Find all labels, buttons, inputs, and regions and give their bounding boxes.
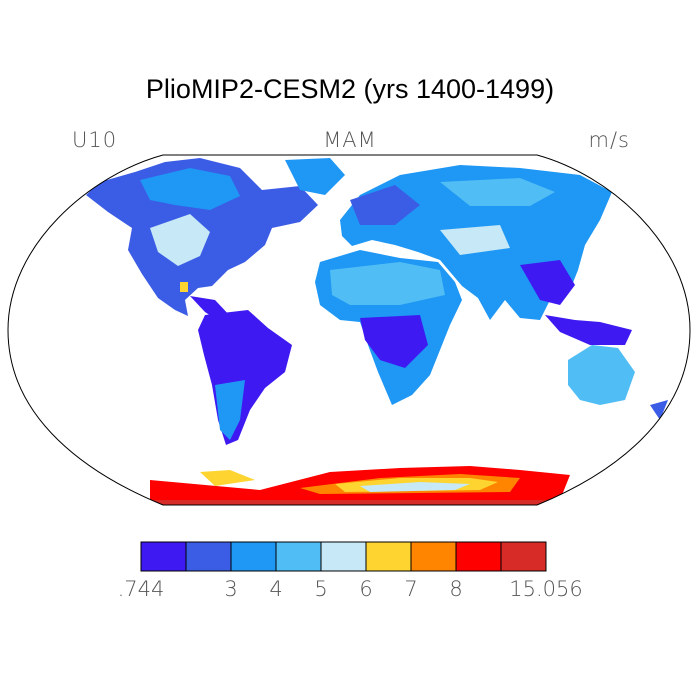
season-label: MAM bbox=[323, 128, 377, 152]
central-asia-light bbox=[440, 225, 510, 255]
canada-light bbox=[140, 168, 240, 210]
colorbar-bin-8 bbox=[500, 541, 547, 572]
variable-label: U10 bbox=[72, 128, 118, 152]
se-asia bbox=[520, 260, 575, 305]
colorbar-bin-3 bbox=[275, 541, 322, 572]
colorbar-bin-0 bbox=[140, 541, 187, 572]
central-africa bbox=[360, 315, 428, 368]
antarctica-light bbox=[360, 482, 470, 492]
colorbar-bin-5 bbox=[365, 541, 412, 572]
colorbar-tick-7: 15.056 bbox=[509, 577, 583, 601]
colorbar-bin-7 bbox=[455, 541, 502, 572]
patagonia bbox=[215, 380, 245, 440]
colorbar-tick-0: .744 bbox=[117, 577, 165, 601]
indonesia bbox=[545, 315, 632, 345]
colorbar-tick-2: 4 bbox=[269, 577, 283, 601]
colorbar-bin-1 bbox=[185, 541, 232, 572]
antarctic-peninsula bbox=[200, 470, 255, 486]
units-label: m/s bbox=[588, 128, 630, 152]
sahara bbox=[330, 262, 445, 305]
colorbar-tick-4: 6 bbox=[359, 577, 373, 601]
us-west-light bbox=[150, 214, 210, 266]
caribbean-spot bbox=[180, 282, 188, 292]
colorbar-tick-5: 7 bbox=[404, 577, 418, 601]
colorbar-bin-6 bbox=[410, 541, 457, 572]
map-title: PlioMIP2-CESM2 (yrs 1400-1499) bbox=[145, 74, 555, 104]
colorbar-tick-3: 5 bbox=[314, 577, 328, 601]
greenland bbox=[285, 158, 345, 195]
new-zealand bbox=[650, 400, 668, 420]
colorbar-tick-1: 3 bbox=[224, 577, 238, 601]
colorbar-bin-4 bbox=[320, 541, 367, 572]
colorbar-bin-2 bbox=[230, 541, 277, 572]
australia bbox=[568, 345, 635, 405]
colorbar-tick-6: 8 bbox=[449, 577, 463, 601]
europe-dark bbox=[350, 185, 420, 225]
siberia-light bbox=[440, 178, 555, 206]
map-outline bbox=[7, 154, 691, 506]
